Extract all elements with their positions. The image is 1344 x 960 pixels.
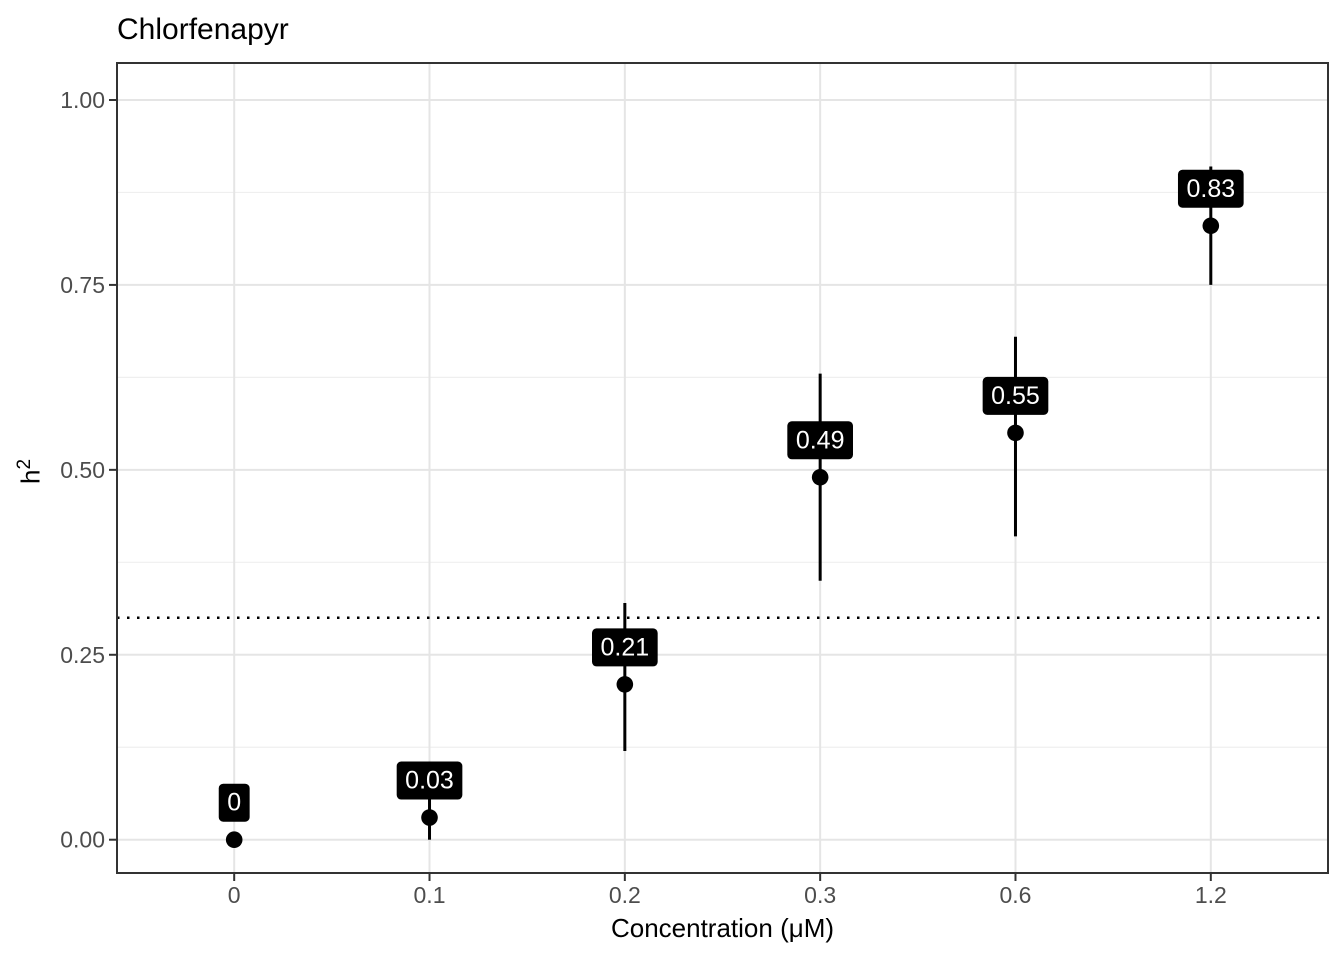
- point-label-text: 0.49: [796, 426, 845, 454]
- x-tick-label: 0.3: [804, 882, 836, 908]
- point-label-text: 0.83: [1186, 175, 1235, 203]
- panel-border: [116, 62, 1329, 874]
- point-label-text: 0: [227, 789, 241, 817]
- y-tick-label: 0.50: [60, 457, 105, 483]
- x-tick-label: 0.1: [414, 882, 446, 908]
- point-label-text: 0.03: [405, 767, 454, 795]
- point-label-box: [592, 628, 658, 667]
- data-point: [811, 468, 829, 486]
- panel-background: [117, 63, 1328, 873]
- y-tick-label: 0.00: [60, 827, 105, 853]
- x-tick-label: 0.2: [609, 882, 641, 908]
- data-point: [225, 831, 243, 849]
- x-tick-label: 0: [228, 882, 241, 908]
- point-label-box: [218, 783, 250, 822]
- x-tick-label: 1.2: [1195, 882, 1227, 908]
- y-axis-title-exponent: 2: [14, 458, 35, 470]
- data-point: [1202, 217, 1220, 235]
- point-label-box: [787, 421, 853, 460]
- y-tick-label: 1.00: [60, 87, 105, 113]
- point-label-text: 0.21: [601, 633, 650, 661]
- y-axis-title: h2: [14, 459, 47, 484]
- x-axis-title: Concentration (μM): [610, 913, 835, 943]
- plot-title: Chlorfenapyr: [117, 13, 289, 46]
- point-label-text: 0.55: [991, 382, 1040, 410]
- data-point: [421, 809, 438, 826]
- data-point: [1007, 424, 1024, 442]
- point-label-box: [396, 761, 463, 800]
- y-tick-label: 0.75: [60, 272, 105, 298]
- data-point: [616, 676, 634, 693]
- point-label-box: [982, 376, 1049, 415]
- x-tick-label: 0.6: [999, 882, 1031, 908]
- point-label-box: [1177, 169, 1244, 208]
- y-tick-label: 0.25: [60, 642, 105, 668]
- y-axis-title-base: h: [15, 469, 46, 484]
